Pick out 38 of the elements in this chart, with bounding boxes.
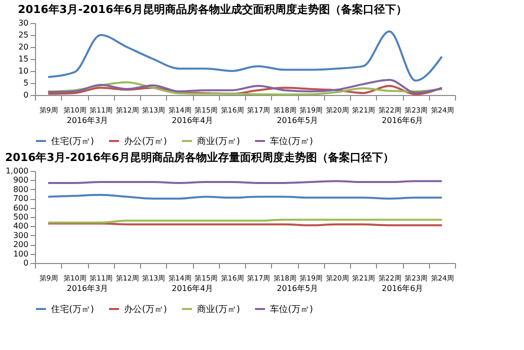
y-tick-label: 600 xyxy=(13,203,28,212)
y-tick-label: 800 xyxy=(13,184,28,194)
y-tick-label: 5 xyxy=(23,78,28,88)
legend-label: 商业(万㎡) xyxy=(197,136,240,147)
y-tick-label: 700 xyxy=(13,194,28,204)
text: 2016年5月 xyxy=(276,116,318,125)
text: 2016年4月 xyxy=(172,116,214,125)
chart-title: 2016年3月-2016年6月昆明商品房各物业存量面积周度走势图（备案口径下） xyxy=(5,151,394,164)
y-tick-label: 500 xyxy=(13,212,28,222)
y-tick-label: 15 xyxy=(18,54,28,64)
text: 2016年6月 xyxy=(382,116,424,125)
text: 2016年3月 xyxy=(66,116,108,125)
chart-title: 2016年3月-2016年6月昆明商品房各物业成交面积周度走势图（备案口径下） xyxy=(18,3,407,16)
legend-label: 车位(万㎡) xyxy=(270,304,314,315)
y-tick-label: 20 xyxy=(18,42,28,52)
y-tick-label: 1,000 xyxy=(6,166,28,176)
y-tick-label: 25 xyxy=(18,30,28,40)
y-tick-label: 300 xyxy=(13,230,28,240)
y-tick-label: 10 xyxy=(18,66,28,76)
y-tick-label: 400 xyxy=(13,222,28,231)
y-tick-label: 0 xyxy=(23,258,28,268)
text: 2016年5月 xyxy=(276,284,318,293)
text: 2016年4月 xyxy=(172,284,214,293)
legend-label: 住宅(万㎡) xyxy=(51,136,94,147)
y-tick-label: 900 xyxy=(13,176,28,185)
legend-label: 车位(万㎡) xyxy=(270,136,314,147)
y-tick-label: 30 xyxy=(18,18,28,28)
legend-label: 商业(万㎡) xyxy=(197,304,240,315)
legend-label: 办公(万㎡) xyxy=(124,304,168,315)
text: 2016年3月 xyxy=(66,284,108,293)
legend-label: 住宅(万㎡) xyxy=(51,304,94,315)
y-tick-label: 0 xyxy=(23,90,28,100)
legend-label: 办公(万㎡) xyxy=(124,136,168,147)
line-series xyxy=(47,84,443,96)
y-tick-label: 100 xyxy=(13,249,28,258)
text: 2016年6月 xyxy=(382,284,424,293)
y-tick-label: 200 xyxy=(13,240,28,250)
line-series xyxy=(47,30,443,82)
